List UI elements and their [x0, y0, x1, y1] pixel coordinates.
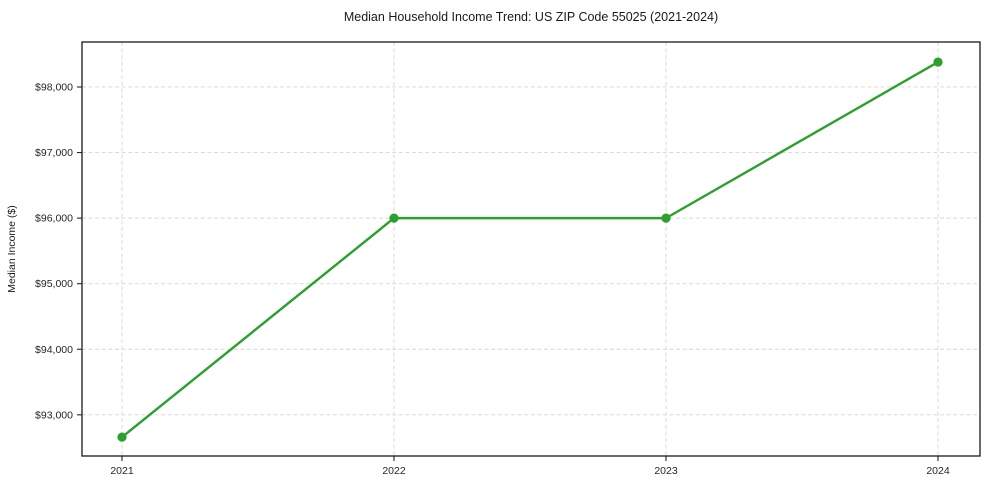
x-tick-label: 2024 — [926, 465, 950, 477]
line-series — [117, 57, 943, 442]
y-tick-label: $98,000 — [35, 81, 73, 93]
y-tick-label: $97,000 — [35, 147, 73, 159]
x-tick-label: 2021 — [110, 465, 134, 477]
y-tick-label: $94,000 — [35, 344, 73, 356]
gridlines — [82, 42, 980, 456]
plot-frame — [81, 41, 981, 457]
x-tick-label: 2023 — [654, 465, 678, 477]
data-point-marker — [389, 213, 399, 223]
y-axis-label: Median Income ($) — [6, 205, 18, 293]
y-tick-label: $96,000 — [35, 213, 73, 225]
y-tick-label: $93,000 — [35, 409, 73, 421]
data-point-marker — [933, 57, 943, 67]
data-point-marker — [117, 432, 127, 442]
x-tick-label: 2022 — [382, 465, 406, 477]
y-tick-label: $95,000 — [35, 278, 73, 290]
trend-line — [120, 60, 940, 439]
data-point-marker — [661, 213, 671, 223]
axis-ticks-and-labels: $93,000 $94,000 $95,000 $96,000 $97,000 $98,0… — [35, 81, 950, 477]
chart-title: Median Household Income Trend: US ZIP Co… — [344, 10, 718, 24]
